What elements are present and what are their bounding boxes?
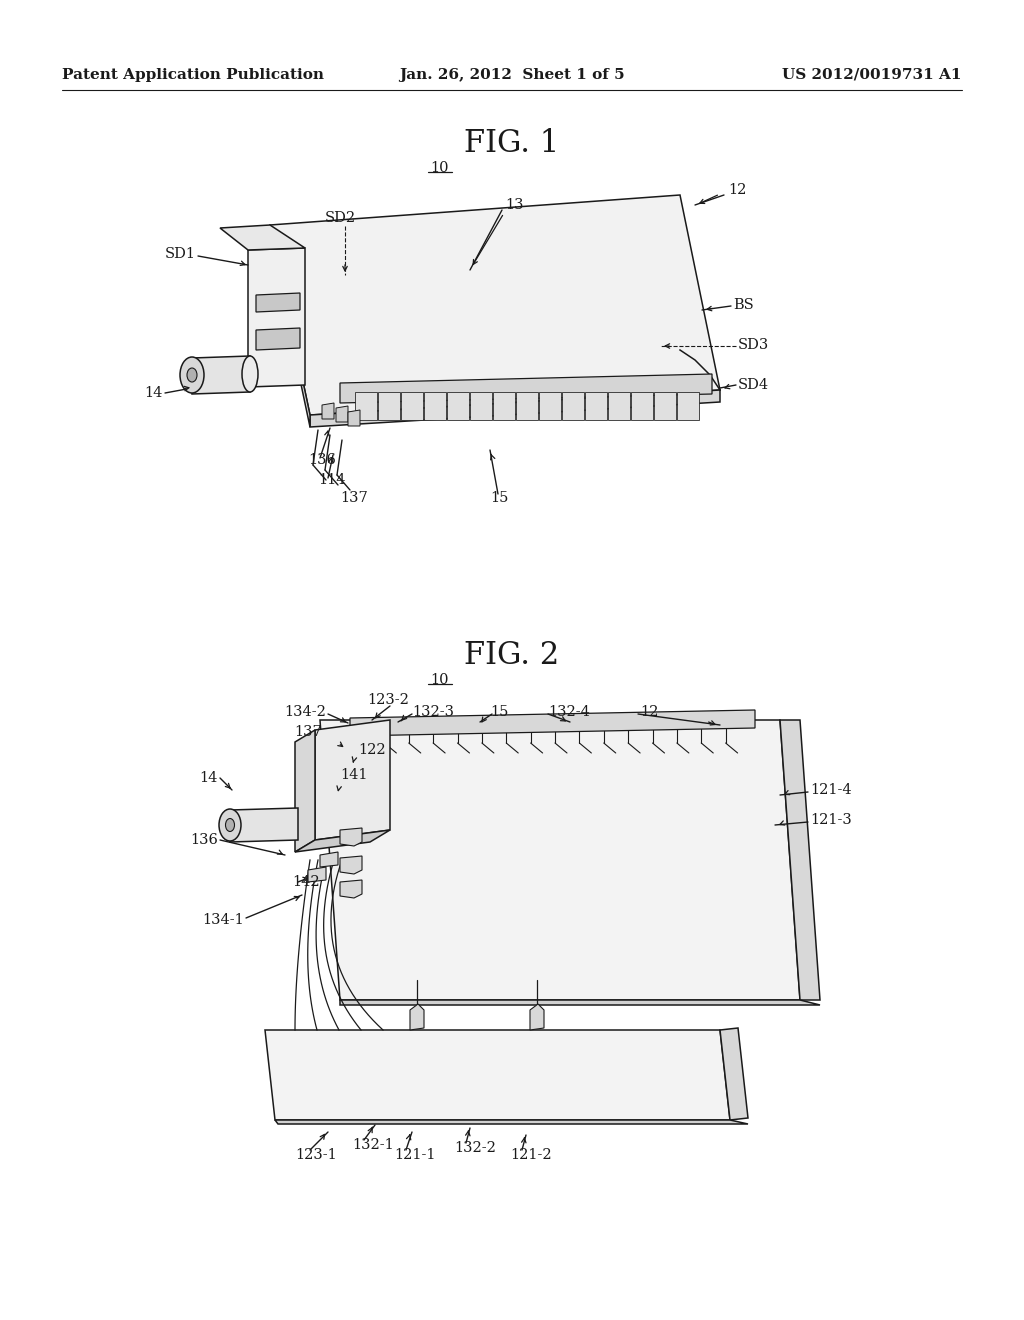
Text: 123-2: 123-2 (367, 693, 409, 708)
Polygon shape (562, 392, 584, 420)
Ellipse shape (187, 368, 197, 381)
Polygon shape (319, 719, 800, 1001)
Text: 15: 15 (490, 705, 508, 719)
Polygon shape (350, 710, 755, 737)
Text: BS: BS (733, 298, 754, 312)
Text: 136: 136 (190, 833, 218, 847)
Text: FIG. 2: FIG. 2 (464, 640, 560, 671)
Text: Patent Application Publication: Patent Application Publication (62, 69, 324, 82)
Polygon shape (378, 392, 400, 420)
Text: 142: 142 (292, 875, 319, 888)
Polygon shape (780, 719, 820, 1001)
Text: 12: 12 (728, 183, 746, 197)
Text: 136: 136 (308, 453, 336, 467)
Text: 121-4: 121-4 (810, 783, 852, 797)
Polygon shape (720, 1028, 748, 1119)
Polygon shape (336, 407, 348, 422)
Text: SD3: SD3 (738, 338, 769, 352)
Text: FIG. 1: FIG. 1 (464, 128, 560, 158)
Polygon shape (410, 1005, 424, 1030)
Polygon shape (256, 293, 300, 312)
Polygon shape (677, 392, 699, 420)
Text: 121-1: 121-1 (394, 1148, 435, 1162)
Text: 15: 15 (490, 491, 508, 506)
Text: SD1: SD1 (165, 247, 196, 261)
Polygon shape (608, 392, 630, 420)
Text: 137: 137 (340, 491, 368, 506)
Ellipse shape (219, 809, 241, 841)
Ellipse shape (225, 818, 234, 832)
Polygon shape (230, 808, 298, 842)
Polygon shape (631, 392, 653, 420)
Ellipse shape (180, 356, 204, 393)
Text: 137: 137 (294, 725, 322, 739)
Polygon shape (340, 880, 362, 898)
Polygon shape (319, 851, 338, 867)
Text: 114: 114 (318, 473, 345, 487)
Polygon shape (270, 195, 720, 414)
Text: 123-1: 123-1 (295, 1148, 337, 1162)
Text: 134-2: 134-2 (284, 705, 326, 719)
Text: 141: 141 (340, 768, 368, 781)
Polygon shape (295, 730, 315, 851)
Polygon shape (447, 392, 469, 420)
Polygon shape (310, 389, 720, 426)
Polygon shape (585, 392, 607, 420)
Polygon shape (256, 327, 300, 350)
Polygon shape (295, 830, 390, 851)
Polygon shape (348, 411, 360, 426)
Text: 10: 10 (431, 673, 450, 686)
Polygon shape (340, 374, 712, 403)
Text: 10: 10 (431, 161, 450, 176)
Polygon shape (340, 855, 362, 874)
Polygon shape (530, 1005, 544, 1030)
Text: Jan. 26, 2012  Sheet 1 of 5: Jan. 26, 2012 Sheet 1 of 5 (399, 69, 625, 82)
Polygon shape (340, 1001, 820, 1005)
Polygon shape (355, 392, 377, 420)
Polygon shape (265, 1030, 730, 1119)
Polygon shape (315, 719, 390, 840)
Polygon shape (516, 392, 538, 420)
Polygon shape (539, 392, 561, 420)
Polygon shape (248, 248, 305, 387)
Ellipse shape (242, 356, 258, 392)
Text: 12: 12 (640, 705, 658, 719)
Text: 122: 122 (358, 743, 386, 756)
Polygon shape (308, 867, 326, 882)
Text: 121-2: 121-2 (510, 1148, 552, 1162)
Polygon shape (193, 356, 250, 393)
Polygon shape (220, 224, 305, 249)
Text: 132-2: 132-2 (454, 1140, 496, 1155)
Text: 14: 14 (144, 385, 163, 400)
Text: 132-4: 132-4 (548, 705, 590, 719)
Text: US 2012/0019731 A1: US 2012/0019731 A1 (782, 69, 962, 82)
Text: 121-3: 121-3 (810, 813, 852, 828)
Polygon shape (654, 392, 676, 420)
Text: 132-3: 132-3 (412, 705, 454, 719)
Polygon shape (493, 392, 515, 420)
Polygon shape (401, 392, 423, 420)
Polygon shape (340, 828, 362, 846)
Polygon shape (470, 392, 492, 420)
Polygon shape (424, 392, 446, 420)
Text: 134-1: 134-1 (203, 913, 244, 927)
Text: 132-1: 132-1 (352, 1138, 394, 1152)
Text: SD2: SD2 (325, 211, 356, 224)
Text: 13: 13 (505, 198, 523, 213)
Text: SD4: SD4 (738, 378, 769, 392)
Polygon shape (322, 403, 334, 418)
Text: 14: 14 (200, 771, 218, 785)
Polygon shape (275, 1119, 748, 1125)
Polygon shape (270, 224, 310, 426)
